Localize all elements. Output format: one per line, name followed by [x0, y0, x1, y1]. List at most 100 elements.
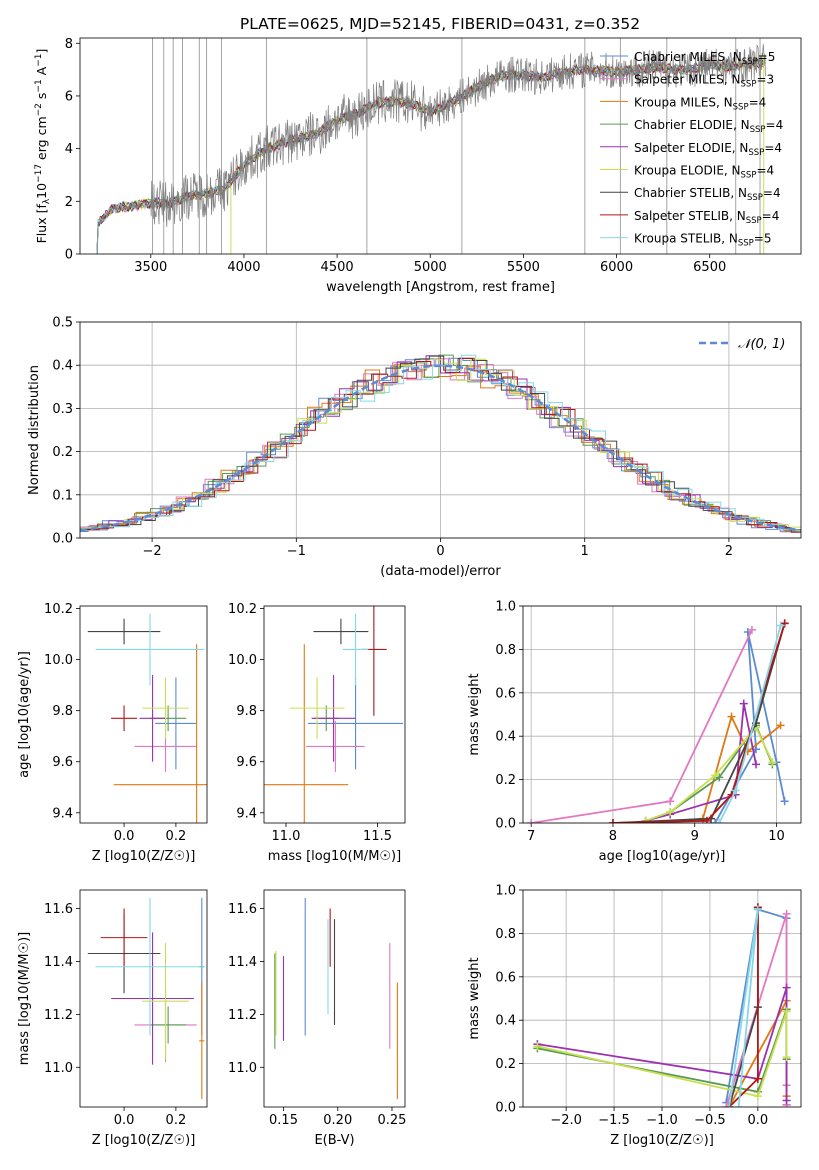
y-tick-label: 11.4 [228, 955, 257, 970]
weight-marker [753, 1074, 762, 1083]
y-tick-label: 0.0 [495, 817, 516, 832]
axes-weight_vs_Z: −2.0 −1.5 −1.0 −0.5 0.0 0.0 0.2 0.4 0.6 0.8 1.0 Z [… [467, 884, 802, 1148]
legend-eq: = [758, 50, 768, 64]
y-tick-label: 0.8 [495, 643, 516, 658]
weight-marker [702, 816, 711, 823]
weight-marker [666, 808, 675, 817]
plot-area [533, 903, 791, 1107]
weight-marker [782, 1053, 791, 1062]
error-point [342, 613, 369, 686]
axes-frame [79, 37, 802, 255]
x-tick-label: −1.0 [646, 1113, 678, 1128]
weight-marker [768, 758, 777, 767]
y-label-part: −1 [34, 79, 44, 92]
x-tick-label: 5500 [507, 260, 540, 275]
axes-frame [263, 889, 406, 1108]
model-line [95, 59, 766, 254]
legend-text: Chabrier STELIB, N [634, 186, 747, 200]
model-line [95, 56, 766, 254]
error-point [100, 908, 148, 967]
y-label-part: ] [34, 49, 49, 54]
x-tick-label: −2 [143, 544, 162, 559]
y-tick-label: 11.0 [44, 1061, 73, 1076]
weight-marker [527, 819, 536, 823]
weight-marker [727, 712, 736, 721]
y-tick-label: 0.1 [52, 488, 73, 503]
y-tick-label: 9.4 [52, 806, 73, 821]
legend-text: Salpeter STELIB, N [634, 209, 746, 223]
weight-marker [782, 909, 791, 918]
legend-nssp: 4 [773, 186, 781, 200]
axes-mass_vs_Z: 0.0 0.2 11.0 11.2 11.4 11.6 Z [log10(Z/Z☉)] mas… [17, 889, 208, 1148]
plot-area [527, 619, 789, 823]
weight-marker [533, 1042, 542, 1051]
error-point [87, 618, 161, 645]
legend-text: Chabrier ELODIE, N [634, 118, 750, 132]
weight-line [645, 714, 782, 823]
legend-eq: = [762, 209, 772, 223]
weight-marker [776, 721, 785, 730]
legend-nssp: 4 [774, 141, 782, 155]
y-tick-label: 4 [65, 142, 73, 157]
legend-sub: SSP [742, 57, 758, 67]
x-tick-label: 0.25 [378, 1113, 407, 1128]
weight-marker [780, 797, 789, 806]
error-point [199, 982, 205, 1100]
y-tick-label: 0.6 [495, 686, 516, 701]
error-point [111, 705, 138, 732]
x-tick-label: −0.5 [694, 1113, 726, 1128]
x-tick-label: 0.0 [114, 1113, 135, 1128]
x-axis-label: wavelength [Angstrom, rest frame] [326, 280, 555, 295]
error-point [311, 674, 356, 762]
y-tick-label: 0.2 [52, 445, 73, 460]
legend-nssp: 5 [764, 232, 772, 246]
weight-line [645, 725, 774, 822]
y-tick-label: 11.2 [44, 1008, 73, 1023]
error-point [142, 942, 189, 1060]
y-tick-label: 9.8 [52, 704, 73, 719]
legend-sub: SSP [741, 171, 757, 181]
axes-age_vs_mass: 11.0 11.5 9.4 9.6 9.8 10.0 10.2 mass [log10(M/M… [228, 602, 406, 864]
x-axis-label: E(B-V) [314, 1133, 354, 1148]
x-tick-label: 4500 [321, 260, 354, 275]
axes-age_vs_Z: 0.0 0.2 9.4 9.6 9.8 10.0 10.2 Z [log10(Z/Z☉)] ag… [17, 602, 208, 864]
legend-sub: SSP [746, 216, 762, 226]
x-tick-label: 0.15 [269, 1113, 298, 1128]
y-tick-label: 11.4 [44, 955, 73, 970]
legend-eq: = [763, 186, 773, 200]
x-tick-label: 4000 [227, 260, 260, 275]
y-tick-label: 0.2 [495, 773, 516, 788]
y-tick-label: 10.2 [44, 602, 73, 617]
error-point [139, 674, 166, 762]
y-tick-label: 0.6 [495, 970, 516, 985]
x-tick-label: 11.5 [363, 829, 392, 844]
x-axis-label: Z [log10(Z/Z☉)] [92, 849, 196, 864]
legend-text: Salpeter ELODIE, N [634, 141, 748, 155]
y-tick-label: 0.3 [52, 402, 73, 417]
axes-frame [79, 321, 802, 539]
x-axis-label: Z [log10(Z/Z☉)] [92, 1133, 196, 1148]
x-tick-label: 0.2 [166, 829, 187, 844]
x-axis-label: Z [log10(Z/Z☉)] [610, 1133, 714, 1148]
legend-text: Kroupa MILES, N [634, 95, 733, 109]
legend-nssp: 3 [767, 73, 775, 87]
x-tick-label: 0.20 [323, 1113, 352, 1128]
model-line [95, 58, 766, 254]
y-tick-label: 0.0 [495, 1101, 516, 1116]
error-point [149, 1006, 187, 1044]
x-tick-label: 7 [527, 829, 535, 844]
chart-title: PLATE=0625, MJD=52145, FIBERID=0431, z=0… [240, 15, 640, 33]
model-line [95, 56, 766, 254]
axes-spectrum: 3500 4000 4500 5000 5500 6000 6500 0 2 4 6 8 wavelen… [34, 37, 802, 295]
model-line [95, 57, 766, 254]
weight-marker [722, 1103, 731, 1107]
legend-nssp: 5 [768, 50, 776, 64]
y-tick-label: 11.6 [228, 902, 257, 917]
weight-marker [776, 621, 785, 630]
legend-label: Salpeter ELODIE, NSSP=4 [634, 141, 782, 158]
y-tick-label: 2 [65, 195, 73, 210]
plot-area [264, 606, 404, 823]
legend-nssp: 4 [759, 95, 767, 109]
